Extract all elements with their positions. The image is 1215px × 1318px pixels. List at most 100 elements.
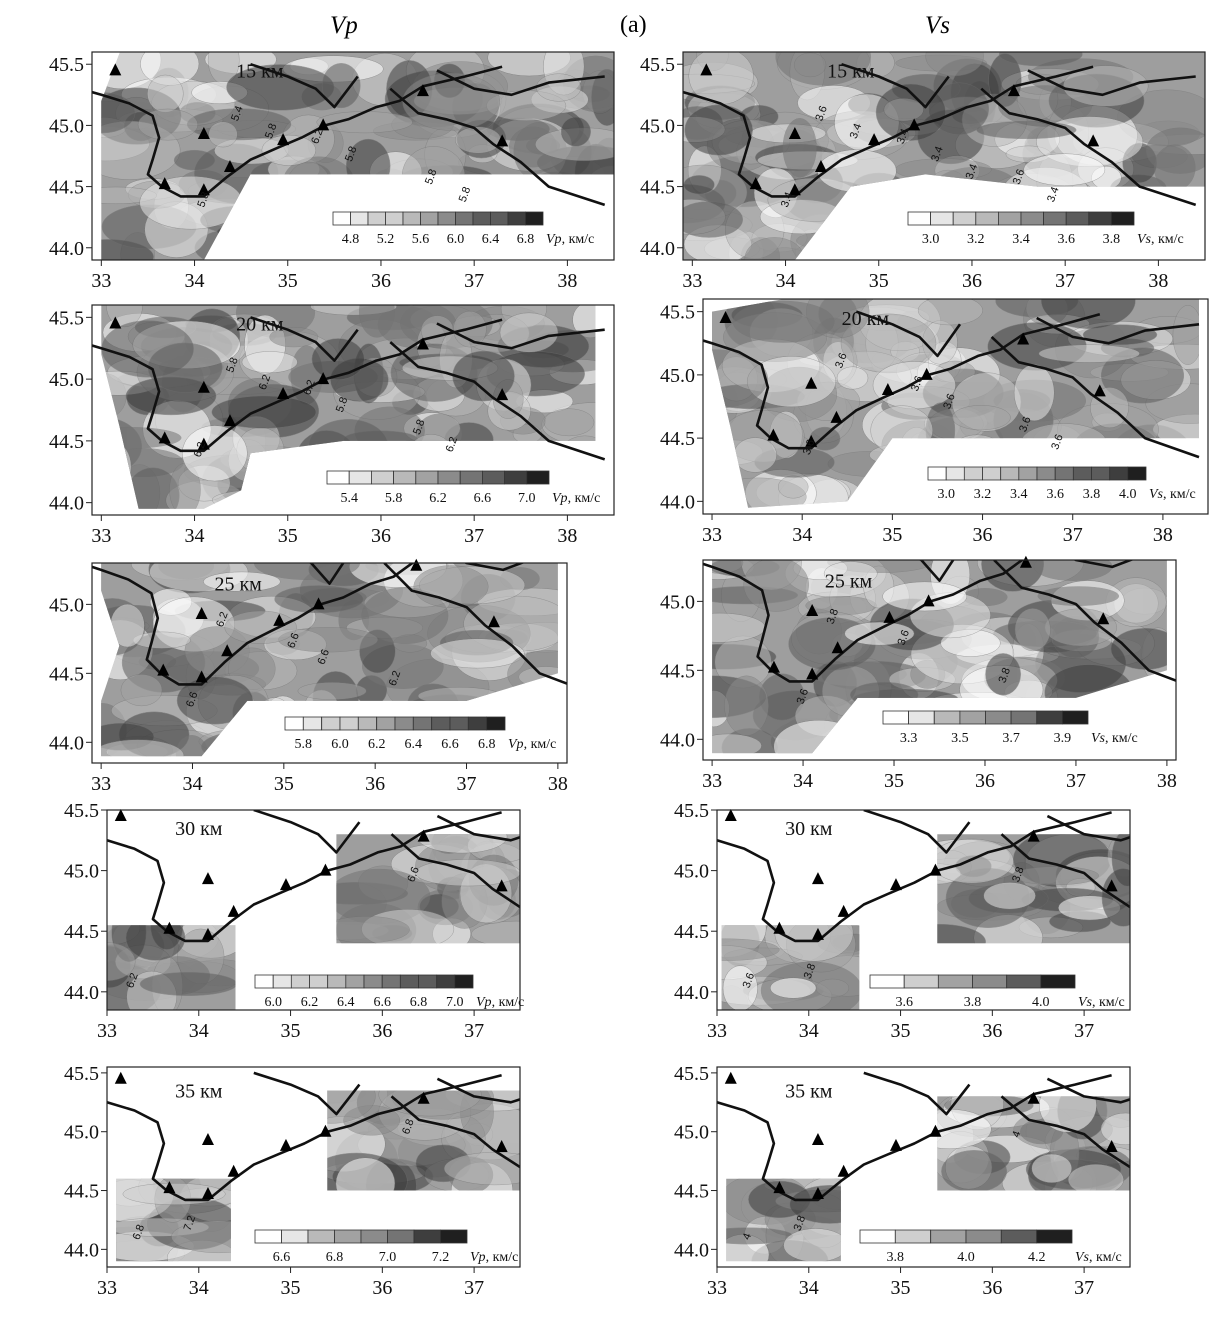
seismic-station-marker [416, 84, 429, 97]
seismic-station-marker [837, 1164, 850, 1177]
velocity-contour-blob [261, 134, 317, 166]
depth-label: 30 км [175, 818, 223, 840]
lat-tick-label: 44.0 [64, 982, 99, 1004]
velocity-contour-blob [471, 920, 520, 944]
legend-tick-label: 6.8 [517, 232, 535, 247]
velocity-contour-blob [732, 300, 835, 343]
lon-tick-label: 35 [869, 270, 889, 292]
legend-tick-label: 6.2 [429, 491, 447, 506]
seismic-station-marker [495, 879, 508, 892]
seismic-station-marker [805, 434, 818, 447]
coastline [703, 560, 1025, 683]
seismic-station-marker [279, 878, 292, 891]
depth-label: 35 км [785, 1081, 833, 1103]
seismic-station-marker [814, 160, 827, 173]
velocity-contour-blob [985, 653, 1021, 696]
velocity-contour-blob [683, 201, 744, 238]
seismic-station-marker [157, 663, 170, 676]
coastline [918, 560, 955, 583]
velocity-contour-blob [712, 560, 744, 574]
seismic-station-marker [197, 380, 210, 393]
contour-label: 3.6 [1011, 168, 1028, 186]
legend-tick-label: 4.0 [957, 1250, 975, 1265]
map-frame [682, 51, 1206, 261]
lat-tick-label: 44.0 [49, 732, 84, 754]
coastline [92, 65, 503, 198]
lat-tick-label: 45.5 [640, 54, 675, 76]
lon-tick-label: 33 [91, 270, 111, 292]
velocity-contour-blob [241, 351, 298, 374]
lon-tick-label: 35 [891, 1277, 911, 1299]
column-title-vs: Vs [925, 12, 950, 39]
coastline [683, 65, 1094, 198]
lon-tick-label: 34 [799, 1277, 819, 1299]
velocity-contour-blob [1100, 347, 1185, 404]
lon-tick-label: 34 [793, 770, 813, 792]
legend-tick-label: 4.8 [342, 232, 360, 247]
coastline [463, 563, 526, 572]
contour-label: 3.4 [964, 162, 981, 180]
velocity-contour-blob [560, 116, 591, 147]
map-frame [106, 809, 521, 1011]
legend-tick-label: 6.4 [405, 737, 423, 752]
lat-tick-label: 44.5 [64, 921, 99, 943]
velocity-contour-blob [176, 676, 254, 725]
lat-tick-label: 45.0 [660, 365, 695, 387]
legend-swatch [894, 1229, 931, 1244]
velocity-contour-blob [1013, 364, 1055, 422]
map-frame [91, 51, 615, 261]
seismic-station-marker [700, 63, 713, 76]
map-frame [91, 562, 568, 764]
lat-tick-label: 44.5 [49, 663, 84, 685]
legend-swatch [1062, 710, 1089, 725]
lat-tick-label: 45.0 [49, 369, 84, 391]
lat-tick-label: 44.5 [660, 428, 695, 450]
lat-tick-label: 44.0 [660, 729, 695, 751]
legend-swatch [525, 211, 544, 226]
contour-label: 6.2 [309, 127, 326, 145]
lat-tick-label: 44.5 [660, 660, 695, 682]
contour-label: 5.8 [457, 185, 474, 203]
velocity-contour-blob [101, 239, 154, 260]
lon-tick-label: 33 [707, 1277, 727, 1299]
contour-label: 3.4 [1045, 185, 1062, 203]
seismic-station-marker [883, 610, 896, 623]
contour-label: 5.8 [263, 122, 280, 140]
contour-label: 3.8 [997, 666, 1014, 684]
lon-tick-label: 38 [1153, 524, 1173, 546]
lat-tick-label: 45.0 [660, 591, 695, 613]
contour-label: 6.6 [316, 648, 333, 666]
lat-tick-label: 45.5 [660, 302, 695, 324]
velocity-contour-blob [211, 395, 317, 429]
legend-swatch [486, 716, 506, 731]
coastline [1027, 69, 1196, 97]
lon-tick-label: 34 [182, 773, 202, 795]
seismic-station-marker [195, 607, 208, 620]
velocity-contour-blob [917, 299, 983, 326]
lon-tick-label: 36 [982, 1277, 1002, 1299]
seismic-station-marker [1007, 84, 1020, 97]
coastline [250, 62, 359, 109]
velocity-contour-blob [844, 621, 915, 646]
lon-tick-label: 33 [91, 525, 111, 547]
seismic-station-marker [1097, 612, 1110, 625]
coastline [250, 316, 359, 362]
seismic-station-marker [223, 414, 236, 427]
legend-tick-label: 5.8 [295, 737, 313, 752]
coastline [389, 341, 606, 461]
contour-label: 6.2 [257, 373, 274, 391]
legend-unit-label: Vs, км/с [1075, 1250, 1122, 1265]
coastline [1073, 560, 1135, 569]
seismic-station-marker [277, 133, 290, 146]
legend-tick-label: 6.6 [441, 737, 459, 752]
velocity-contour-blob [1040, 299, 1136, 329]
legend-unit-label: Vs, км/с [1137, 232, 1184, 247]
velocity-contour-blob [724, 675, 769, 736]
seismic-station-marker [109, 63, 122, 76]
velocity-contour-blob [684, 104, 753, 156]
coastline [841, 62, 950, 109]
